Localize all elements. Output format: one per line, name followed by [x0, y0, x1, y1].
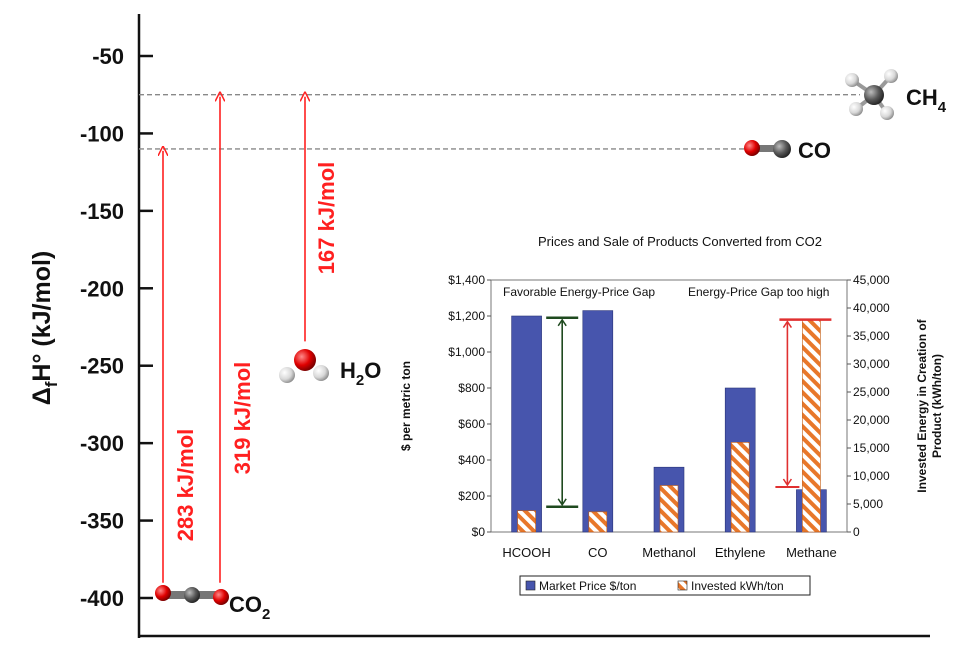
legend-label-price: Market Price $/ton — [539, 579, 636, 593]
main-y-tick-label: -50 — [92, 44, 124, 69]
main-y-tick-label: -400 — [80, 586, 124, 611]
inset-title: Prices and Sale of Products Converted fr… — [538, 234, 822, 249]
inset-y-tick-label: $1,200 — [448, 309, 485, 323]
legend-label-energy: Invested kWh/ton — [691, 579, 784, 593]
inset-y-tick-label: $800 — [458, 381, 485, 395]
co-label: CO — [798, 138, 831, 163]
energy-arrow-label-167: 167 kJ/mol — [314, 162, 339, 275]
inset-y-tick-label: $200 — [458, 489, 485, 503]
bar-invested-energy — [730, 442, 750, 533]
energy-arrow-319: 319 kJ/mol — [220, 97, 255, 583]
main-diagram: -50 -100 -150 -200 -250 -300 -350 -400 ΔfH° (kJ… — [28, 14, 947, 638]
bar-invested-energy — [802, 318, 821, 533]
inset-y-tick-label: $1,400 — [448, 273, 485, 287]
inset-category-label: CO — [588, 545, 608, 560]
inset-y2-axis-label: Invested Energy in Creation of Product (… — [915, 318, 944, 492]
inset-y-axis-label: $ per metric ton — [399, 361, 413, 451]
bar-market-price — [511, 315, 542, 533]
inset-y2-tick-label: 45,000 — [853, 273, 890, 287]
co2-label: CO2 — [229, 592, 270, 623]
inset-category-label: HCOOH — [502, 545, 550, 560]
inset-y2-tick-label: 20,000 — [853, 413, 890, 427]
inset-category-label: Methane — [786, 545, 837, 560]
inset-y2-tick-label: 35,000 — [853, 329, 890, 343]
inset-y2-tick-label: 30,000 — [853, 357, 890, 371]
energy-arrow-label-319: 319 kJ/mol — [230, 362, 255, 475]
inset-chart: Prices and Sale of Products Converted fr… — [399, 234, 944, 596]
svg-text:Product (kWh/ton): Product (kWh/ton) — [930, 354, 944, 458]
main-y-axis-label: ΔfH° (kJ/mol) — [28, 251, 61, 406]
inset-y2-tick-label: 40,000 — [853, 301, 890, 315]
main-y-tick-label: -150 — [80, 199, 124, 224]
inset-y2-tick-label: 0 — [853, 525, 860, 539]
inset-category-label: Methanol — [642, 545, 696, 560]
legend-swatch-energy — [677, 580, 688, 591]
inset-y2-tick-label: 5,000 — [853, 497, 883, 511]
inset-y-tick-label: $600 — [458, 417, 485, 431]
inset-y2-tick-label: 10,000 — [853, 469, 890, 483]
main-y-tick-label: -300 — [80, 431, 124, 456]
inset-y-tick-label: $400 — [458, 453, 485, 467]
energy-arrow-label-283: 283 kJ/mol — [173, 429, 198, 542]
bar-invested-energy — [659, 485, 679, 533]
bar-market-price — [582, 310, 614, 533]
inset-legend: Market Price $/ton Invested kWh/ton — [519, 575, 811, 596]
favorable-gap-arrow — [546, 316, 579, 509]
inset-category-label: Ethylene — [715, 545, 766, 560]
ch4-molecule-icon — [845, 69, 898, 120]
h2o-label: H2O — [340, 358, 381, 389]
main-y-tick-label: -100 — [80, 121, 124, 146]
gap-too-high-arrow — [775, 318, 832, 488]
annotation-favorable-gap: Favorable Energy-Price Gap — [503, 285, 655, 299]
co2-molecule-icon — [155, 585, 229, 605]
main-y-tick-label: -250 — [80, 354, 124, 379]
annotation-gap-too-high: Energy-Price Gap too high — [688, 285, 829, 299]
energy-arrow-283: 283 kJ/mol — [163, 151, 198, 583]
main-y-tick-label: -350 — [80, 509, 124, 534]
inset-y2-tick-label: 25,000 — [853, 385, 890, 399]
bar-invested-energy — [588, 511, 608, 533]
energy-arrow-167: 167 kJ/mol — [305, 97, 339, 342]
svg-text:Invested Energy in Creation of: Invested Energy in Creation of — [915, 318, 929, 492]
h2o-molecule-icon — [279, 349, 329, 383]
inset-y2-tick-label: 15,000 — [853, 441, 890, 455]
inset-y-tick-label: $1,000 — [448, 345, 485, 359]
legend-swatch-price — [525, 580, 536, 591]
co-molecule-icon — [744, 140, 791, 158]
bar-invested-energy — [517, 510, 536, 533]
main-y-tick-label: -200 — [80, 276, 124, 301]
inset-y-tick-label: $0 — [472, 525, 486, 539]
ch4-label: CH4 — [906, 85, 947, 116]
